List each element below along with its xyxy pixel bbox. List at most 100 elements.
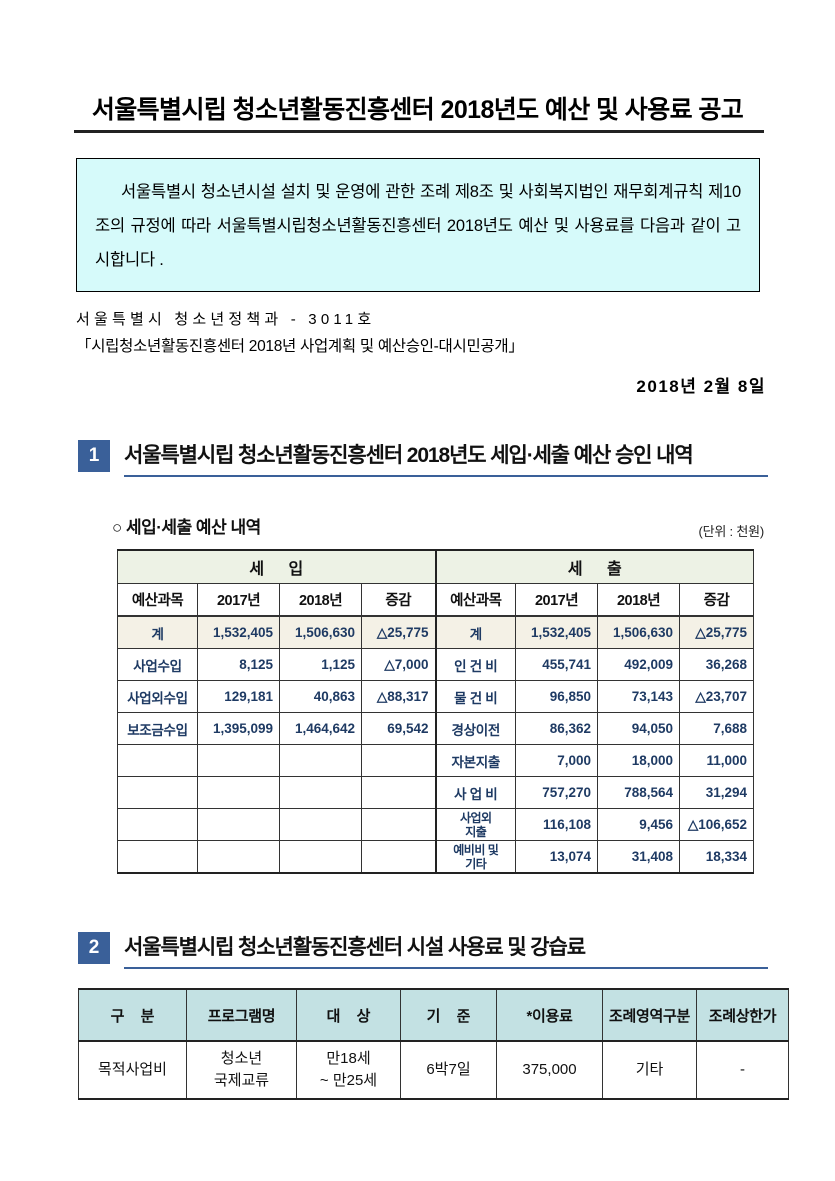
- cell-basis: 6박7일: [400, 1040, 497, 1100]
- group-header-revenue: 세 입: [116, 549, 437, 584]
- cell-rev-item: [117, 744, 198, 777]
- cell-exp-item: 계: [434, 615, 517, 649]
- cell-rev-2017: 1,395,099: [197, 712, 280, 745]
- cell-rev-diff: △88,317: [360, 680, 437, 713]
- fee-col-target: 대 상: [296, 988, 401, 1042]
- page-title: 서울특별시립 청소년활동진흥센터 2018년도 예산 및 사용료 공고: [91, 96, 744, 124]
- cell-rev-diff: △25,775: [360, 615, 437, 649]
- table-row: 보조금수입 1,395,099 1,464,642 69,542 경상이전 86,362 9…: [117, 712, 755, 745]
- fee-col-fee: *이용료: [496, 988, 603, 1042]
- table-row: 자본지출 7,000 18,000 11,000: [117, 744, 755, 777]
- cell-rev-item: 사업수입: [117, 648, 198, 681]
- cell-exp-2017: 757,270: [515, 776, 599, 809]
- cell-ordinance-cap: -: [696, 1040, 789, 1100]
- date-line: 2018년 2월 8일: [636, 377, 766, 396]
- budget-table: 세 입 세 출 예산과목 2017년 2018년 증감 예산과목 2017년 2…: [116, 549, 755, 874]
- cell-exp-item: 인 건 비: [434, 648, 517, 681]
- cell-rev-2018: [279, 840, 362, 874]
- cell-exp-diff: △25,775: [679, 615, 755, 649]
- cell-rev-diff: 69,542: [360, 712, 437, 745]
- cell-exp-diff: △106,652: [679, 808, 755, 841]
- cell-rev-2017: 1,532,405: [197, 615, 280, 649]
- cell-exp-2018: 492,009: [597, 648, 681, 681]
- budget-table-body: 계 1,532,405 1,506,630 △25,775 계 1,532,405 1,50…: [117, 615, 755, 874]
- table-row: 사업외수입 129,181 40,863 △88,317 물 건 비 96,850 73,1…: [117, 680, 755, 713]
- cell-rev-2017: [197, 776, 280, 809]
- cell-rev-2018: [279, 744, 362, 777]
- fee-header-row: 구 분 프로그램명 대 상 기 준 *이용료 조례영역구분 조례상한가: [78, 988, 789, 1042]
- cell-exp-2017: 1,532,405: [515, 615, 599, 649]
- subject-line: 「시립청소년활동진흥센터 2018년 사업계획 및 예산승인-대시민공개」: [76, 338, 524, 355]
- section-1-badge: 1: [78, 440, 110, 472]
- fee-col-division: 구 분: [78, 988, 187, 1042]
- cell-rev-item: 계: [117, 615, 198, 649]
- section-1-subtitle: ○ 세입·세출 예산 내역: [112, 518, 261, 537]
- cell-rev-2018: 40,863: [279, 680, 362, 713]
- title-divider: [74, 130, 764, 133]
- cell-exp-2017: 86,362: [515, 712, 599, 745]
- fee-table-wrapper: 구 분 프로그램명 대 상 기 준 *이용료 조례영역구분 조례상한가 목적사업…: [78, 988, 789, 1100]
- col-header-rev-2018: 2018년: [279, 583, 362, 617]
- col-header-rev-diff: 증감: [360, 583, 437, 617]
- cell-rev-2017: [197, 744, 280, 777]
- cell-exp-2017: 7,000: [515, 744, 599, 777]
- column-header-row: 예산과목 2017년 2018년 증감 예산과목 2017년 2018년 증감: [117, 583, 755, 617]
- cell-rev-diff: [360, 808, 437, 841]
- department-line: 서울특별시 청소년정책과 - 3011호: [76, 311, 376, 328]
- cell-exp-2018: 9,456: [597, 808, 681, 841]
- notice-text: 서울특별시 청소년시설 설치 및 운영에 관한 조례 제8조 및 사회복지법인 …: [95, 183, 741, 269]
- fee-col-ordinance-area: 조례영역구분: [602, 988, 697, 1042]
- cell-fee: 375,000: [496, 1040, 603, 1100]
- cell-exp-diff: 31,294: [679, 776, 755, 809]
- fee-col-ordinance-cap: 조례상한가: [696, 988, 789, 1042]
- cell-target: 만18세 ~ 만25세: [296, 1040, 401, 1100]
- cell-rev-2017: [197, 840, 280, 874]
- cell-exp-diff: 7,688: [679, 712, 755, 745]
- table-row: 사 업 비 757,270 788,564 31,294: [117, 776, 755, 809]
- budget-table-wrapper: 세 입 세 출 예산과목 2017년 2018년 증감 예산과목 2017년 2…: [116, 549, 755, 874]
- table-row: 사업수입 8,125 1,125 △7,000 인 건 비 455,741 492,009 3…: [117, 648, 755, 681]
- cell-rev-2018: [279, 776, 362, 809]
- section-1-divider: [124, 475, 768, 477]
- cell-exp-item: 자본지출: [434, 744, 517, 777]
- section-2-badge: 2: [78, 932, 110, 964]
- col-header-exp-item: 예산과목: [434, 583, 517, 617]
- cell-rev-diff: [360, 776, 437, 809]
- group-header-row: 세 입 세 출: [116, 549, 755, 584]
- cell-exp-2017: 116,108: [515, 808, 599, 841]
- col-header-rev-2017: 2017년: [197, 583, 280, 617]
- fee-table: 구 분 프로그램명 대 상 기 준 *이용료 조례영역구분 조례상한가 목적사업…: [78, 988, 789, 1100]
- fee-col-basis: 기 준: [400, 988, 497, 1042]
- cell-rev-2018: 1,506,630: [279, 615, 362, 649]
- cell-rev-item: [117, 808, 198, 841]
- cell-exp-diff: 36,268: [679, 648, 755, 681]
- section-1-title: 서울특별시립 청소년활동진흥센터 2018년도 세입·세출 예산 승인 내역: [124, 444, 694, 467]
- table-row: 예비비 및 기타 13,074 31,408 18,334: [117, 840, 755, 874]
- cell-rev-diff: [360, 744, 437, 777]
- col-header-exp-2018: 2018년: [597, 583, 681, 617]
- cell-exp-item: 물 건 비: [434, 680, 517, 713]
- col-header-rev-item: 예산과목: [117, 583, 198, 617]
- cell-exp-2018: 18,000: [597, 744, 681, 777]
- col-header-exp-diff: 증감: [679, 583, 755, 617]
- cell-ordinance-area: 기타: [602, 1040, 697, 1100]
- table-row: 목적사업비 청소년 국제교류 만18세 ~ 만25세 6박7일 375,000 기타 -: [78, 1040, 789, 1100]
- cell-exp-diff: 11,000: [679, 744, 755, 777]
- notice-box: 서울특별시 청소년시설 설치 및 운영에 관한 조례 제8조 및 사회복지법인 …: [76, 158, 760, 292]
- cell-exp-diff: △23,707: [679, 680, 755, 713]
- cell-rev-item: [117, 776, 198, 809]
- cell-program: 청소년 국제교류: [186, 1040, 297, 1100]
- cell-rev-item: 사업외수입: [117, 680, 198, 713]
- fee-table-body: 목적사업비 청소년 국제교류 만18세 ~ 만25세 6박7일 375,000 기타 -: [78, 1040, 789, 1100]
- cell-rev-item: [117, 840, 198, 874]
- table-row: 계 1,532,405 1,506,630 △25,775 계 1,532,405 1,50…: [117, 615, 755, 649]
- cell-exp-2018: 73,143: [597, 680, 681, 713]
- cell-exp-2017: 96,850: [515, 680, 599, 713]
- table-row: 사업외 지출 116,108 9,456 △106,652: [117, 808, 755, 841]
- cell-exp-2018: 31,408: [597, 840, 681, 874]
- cell-rev-2017: 129,181: [197, 680, 280, 713]
- cell-rev-item: 보조금수입: [117, 712, 198, 745]
- cell-exp-item: 사 업 비: [434, 776, 517, 809]
- cell-exp-2017: 13,074: [515, 840, 599, 874]
- cell-rev-2018: 1,464,642: [279, 712, 362, 745]
